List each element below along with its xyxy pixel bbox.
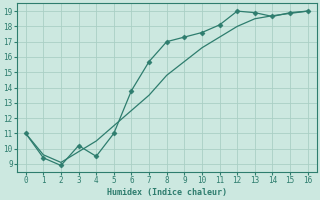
X-axis label: Humidex (Indice chaleur): Humidex (Indice chaleur) — [107, 188, 227, 197]
